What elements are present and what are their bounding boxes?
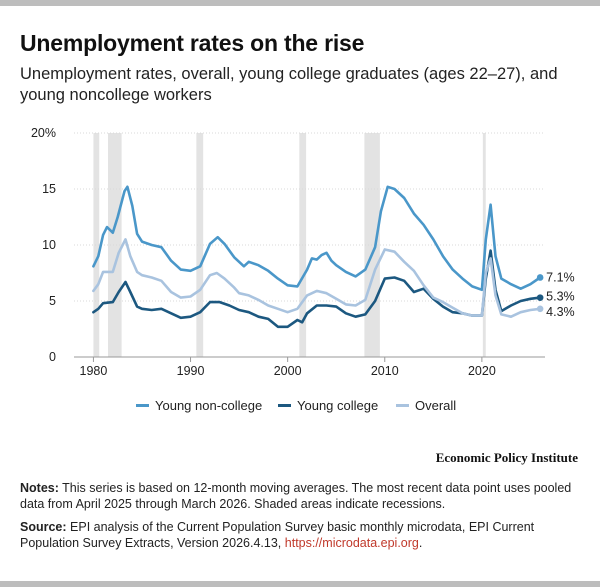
y-tick-label: 5 [49,294,56,308]
y-tick-label: 20% [31,126,56,140]
bottom-border [0,581,600,587]
line-chart: 0 5 10 15 20% 1980 1990 2000 2010 2020 7.1% 5.3%4.… [31,126,575,378]
legend-label-young-college: Young college [297,398,379,413]
gridlines [74,132,545,358]
legend-item-young-college: Young college [278,398,378,413]
y-tick-label: 15 [42,182,56,196]
series-end-point-young-non-college [536,274,544,281]
x-tick-label: 1990 [177,364,205,378]
end-label-young-non-college: 7.1% [546,270,575,284]
x-tick-label: 2020 [468,364,496,378]
chart-title: Unemployment rates on the rise [20,30,365,56]
legend-item-overall: Overall [396,398,456,413]
end-label-young-college: 5.3% [546,290,575,304]
source-text: EPI analysis of the Current Population S… [20,520,535,550]
notes: Notes: This series is based on 12-month … [20,480,585,512]
series-lines [92,185,544,329]
legend-swatch-young-non-college [136,404,149,407]
source-end: . [418,536,423,550]
legend-label-young-non-college: Young non-college [155,398,263,413]
series-end-point-young-college [536,294,544,301]
legend-item-young-non-college: Young non-college [136,398,262,413]
series-end-point-overall [536,305,544,313]
chart-legend: Young non-college Young college Overall [0,398,600,420]
notes-text: This series is based on 12-month moving … [20,481,572,511]
recession-band-2 [196,133,204,357]
x-tick-label: 1980 [80,364,108,378]
legend-swatch-overall [396,404,409,407]
axes: 0 5 10 15 20% 1980 1990 2000 2010 2020 [31,126,496,378]
legend-swatch-young-college [278,404,291,407]
x-tick-label: 2010 [371,364,399,378]
source-label: Source: [20,520,67,534]
y-tick-label: 10 [42,238,56,252]
end-label-overall: 4.3% [546,305,575,319]
end-labels: 7.1% 5.3%4.3% [546,270,575,318]
source-link[interactable]: https://microdata.epi.org [284,536,419,550]
series-line-young-non-college [92,185,542,292]
recession-band-0 [93,133,100,357]
notes-label: Notes: [20,481,59,495]
chart-subtitle: Unemployment rates, overall, young colle… [20,65,558,104]
legend-label-overall: Overall [415,398,457,413]
source: Source: EPI analysis of the Current Popu… [20,519,585,551]
x-tick-label: 2000 [274,364,302,378]
y-tick-label: 0 [49,350,56,364]
brand-logo: Economic Policy Institute [435,450,578,465]
series-line-overall [92,238,542,318]
top-border [0,0,600,6]
